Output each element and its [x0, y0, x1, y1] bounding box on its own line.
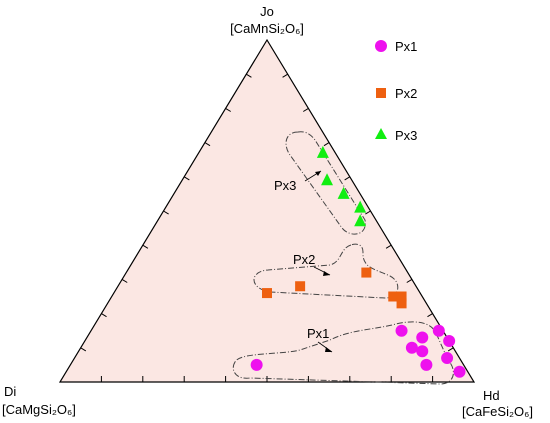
tick-mark [406, 278, 413, 283]
px2-enclosure [253, 243, 399, 299]
px1-point-1 [250, 358, 263, 371]
px1-point-2 [395, 324, 408, 337]
data-points [250, 145, 466, 378]
legend-px3-marker [375, 128, 387, 139]
tick-mark [365, 210, 371, 215]
px3-point-1 [316, 145, 329, 158]
tick-mark [385, 244, 392, 249]
legend-px2-marker [376, 88, 386, 98]
vertex-top-name: Jo [260, 4, 274, 19]
vertex-left-formula: [CaMgSi₂O₆] [2, 402, 76, 417]
px1-point-3 [416, 331, 429, 344]
tick-mark [282, 73, 288, 78]
vertex-top-formula: [CaMnSi₂O₆] [230, 21, 304, 36]
legend-px3-label: Px3 [395, 128, 417, 143]
tick-mark [344, 176, 351, 181]
tick-mark [163, 210, 169, 215]
px2-point-4 [396, 291, 407, 302]
tick-mark [204, 142, 211, 147]
px1-point-6 [420, 358, 433, 371]
tick-mark [447, 347, 454, 352]
px1-point-10 [432, 324, 445, 337]
tick-mark [142, 244, 149, 249]
px2-point-5 [396, 298, 407, 309]
px3-point-3 [337, 186, 350, 199]
tick-mark [101, 313, 107, 318]
px1-point-5 [416, 345, 429, 358]
tick-mark [80, 347, 87, 352]
vertex-right-name: Hd [483, 388, 500, 403]
legend-px2-label: Px2 [395, 86, 417, 101]
px1-point-7 [453, 365, 466, 378]
tick-mark [121, 278, 128, 283]
px3-point-4 [354, 200, 367, 213]
tick-mark [246, 73, 252, 78]
px1-point-9 [443, 334, 456, 347]
tick-mark [303, 107, 309, 112]
tick-mark [225, 107, 231, 112]
px1-point-4 [405, 341, 418, 354]
px3-enclosure [285, 131, 366, 235]
group-label-pointers [304, 170, 333, 353]
px1-enclosure [232, 321, 454, 385]
legend-px1-marker [375, 40, 387, 52]
px3-point-5 [354, 214, 367, 227]
tick-mark [323, 142, 330, 147]
vertex-left-name: Di [4, 384, 16, 399]
vertex-right-formula: [CaFeSi₂O₆] [462, 404, 533, 419]
px2-point-1 [361, 267, 372, 278]
px2-point-3 [388, 291, 399, 302]
px2-point-2 [295, 281, 306, 292]
group-label-px1: Px1 [307, 326, 329, 341]
tick-marks [80, 73, 454, 382]
group-enclosures [232, 131, 454, 385]
group-label-px3: Px3 [274, 178, 296, 193]
px3-point-2 [321, 173, 334, 186]
legend-px1-label: Px1 [395, 39, 417, 54]
legend: Px1 Px2 Px3 [375, 39, 417, 143]
px2-point-6 [262, 288, 272, 299]
tick-mark [427, 313, 433, 318]
tick-mark [183, 176, 190, 181]
px1-point-8 [441, 352, 454, 365]
group-label-px2: Px2 [293, 252, 315, 267]
